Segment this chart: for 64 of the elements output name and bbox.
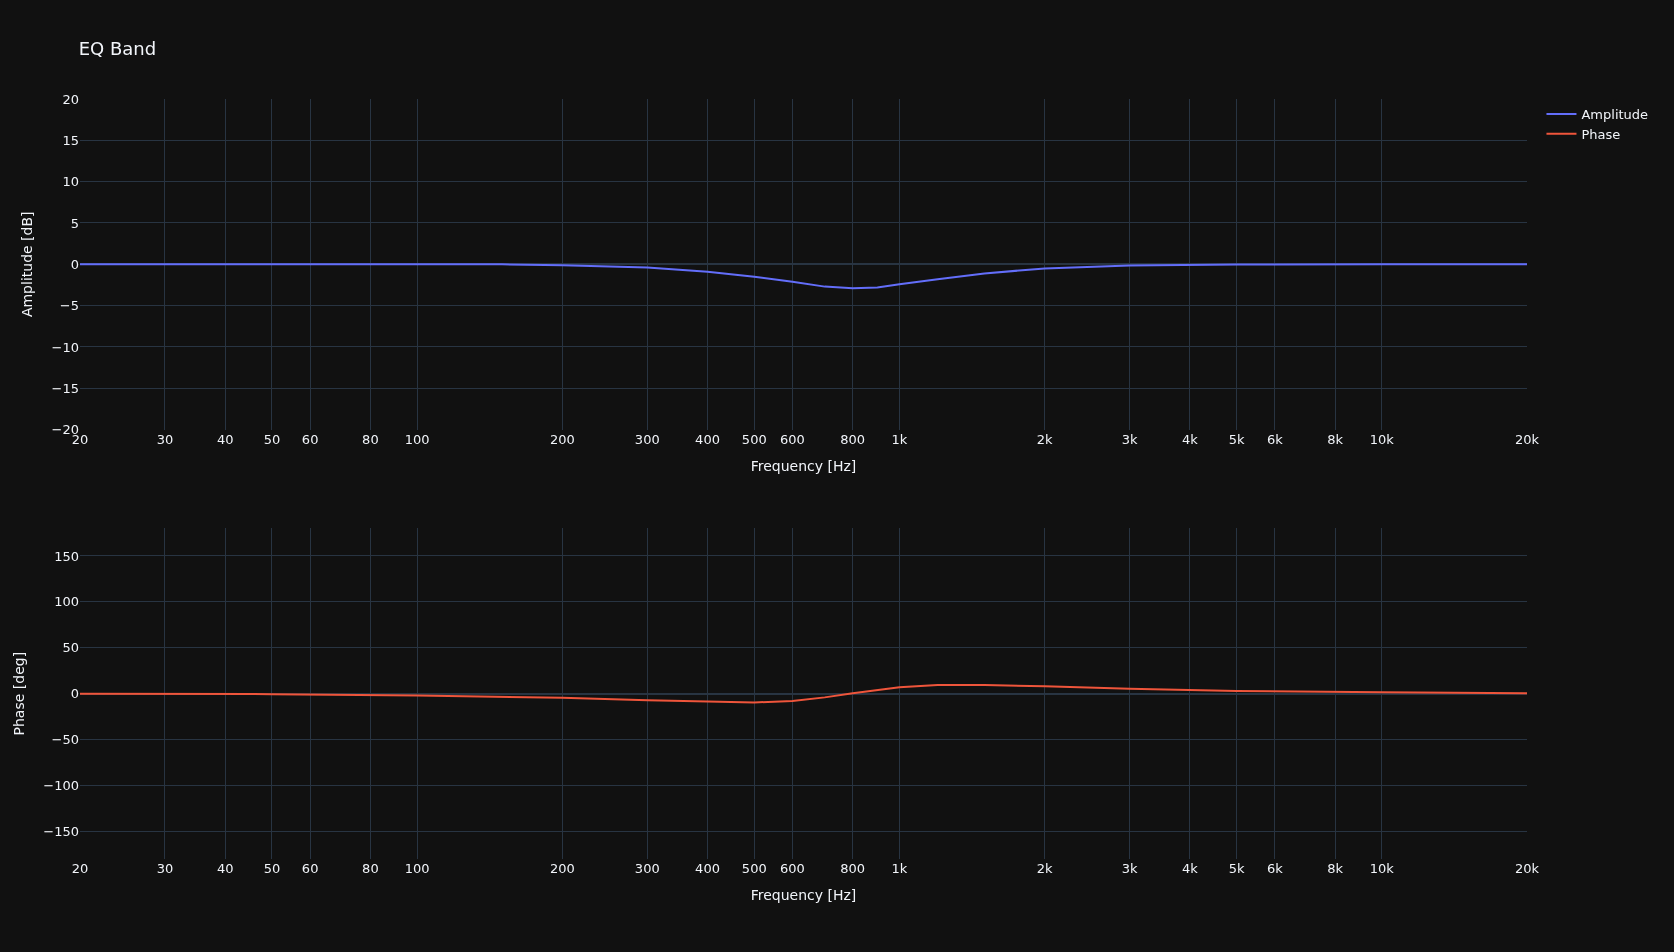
y-tick-label: −15 (51, 380, 79, 396)
x-tick-label: 20k (1514, 431, 1540, 447)
x-tick-label: 5k (1228, 861, 1245, 876)
y-tick-label: 100 (54, 594, 79, 610)
y-tick-label: 5 (70, 215, 79, 231)
x-tick-label: 100 (404, 431, 430, 447)
x-tick-label: 100 (404, 861, 430, 876)
y-tick-label: 10 (62, 174, 79, 190)
x-tick-label: 400 (695, 431, 720, 447)
x-tick-label: 80 (362, 861, 379, 876)
x-tick-label: 40 (216, 861, 234, 876)
y-tick-label: 150 (54, 548, 79, 564)
x-tick-label: 800 (840, 861, 866, 876)
x-tick-label: 3k (1121, 431, 1138, 447)
y-tick-label: −100 (43, 778, 79, 794)
y-axis-title: Amplitude [dB] (19, 211, 36, 318)
x-tick-label: 50 (263, 861, 281, 876)
x-tick-label: 500 (741, 861, 767, 876)
x-tick-label: 1k (891, 431, 908, 447)
y-tick-label: 0 (70, 256, 79, 272)
y-tick-label: 15 (62, 132, 79, 148)
x-tick-label: 80 (362, 431, 379, 447)
x-tick-label: 10k (1369, 861, 1395, 876)
x-tick-label: 200 (549, 861, 575, 876)
y-tick-label: 50 (62, 640, 79, 656)
legend-label: Phase (1581, 126, 1621, 142)
x-tick-label: 60 (301, 431, 319, 447)
x-tick-label: 30 (156, 431, 174, 447)
x-tick-label: 2k (1036, 431, 1054, 447)
y-tick-label: −5 (59, 298, 79, 314)
x-tick-label: 40 (216, 431, 234, 447)
y-axis-title: Phase [deg] (10, 651, 27, 736)
y-tick-label: −150 (43, 824, 79, 839)
x-tick-label: 4k (1181, 861, 1199, 876)
x-tick-label: 4k (1181, 431, 1199, 447)
x-tick-label: 200 (549, 431, 575, 447)
x-tick-label: 800 (840, 431, 866, 447)
x-tick-label: 1k (891, 861, 908, 876)
x-tick-label: 20k (1514, 861, 1540, 876)
x-tick-label: 6k (1266, 861, 1284, 876)
x-tick-label: 2k (1036, 861, 1054, 876)
x-tick-label: 600 (780, 431, 805, 447)
y-tick-label: −10 (51, 339, 79, 355)
legend-label: Amplitude (1581, 107, 1649, 123)
x-tick-label: 6k (1266, 431, 1284, 447)
x-tick-label: 300 (634, 861, 660, 876)
x-tick-label: 400 (695, 861, 720, 876)
x-tick-label: 30 (156, 861, 174, 876)
x-tick-label: 5k (1228, 431, 1245, 447)
x-tick-label: 60 (301, 861, 319, 876)
x-tick-label: 8k (1327, 431, 1344, 447)
chart-title: EQ Band (78, 38, 157, 60)
x-axis-title: Frequency [Hz] (750, 457, 857, 474)
y-tick-label: 20 (62, 91, 79, 107)
x-tick-label: 10k (1369, 431, 1395, 447)
x-tick-label: 600 (780, 861, 805, 876)
x-axis-title: Frequency [Hz] (750, 887, 857, 904)
x-tick-label: 8k (1327, 861, 1344, 876)
x-tick-label: 500 (741, 431, 767, 447)
x-tick-label: 50 (263, 431, 281, 447)
y-tick-label: −50 (51, 732, 79, 748)
x-tick-label: 300 (634, 431, 660, 447)
x-tick-label: 3k (1121, 861, 1138, 876)
y-tick-label: 0 (70, 686, 79, 702)
